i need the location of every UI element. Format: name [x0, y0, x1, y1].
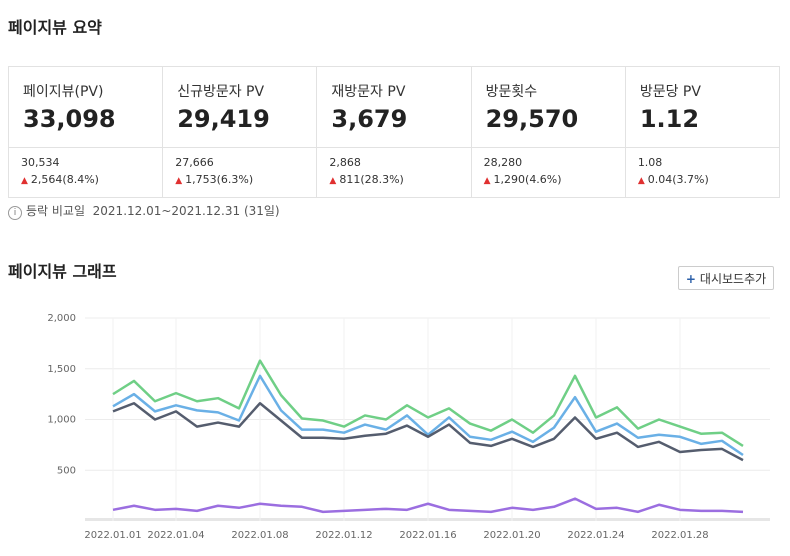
summary-card: 재방문자 PV 3,679 2,868 ▲ 811(28.3%)	[317, 67, 472, 197]
card-change: 0.04(3.7%)	[647, 173, 709, 186]
card-value: 33,098	[23, 105, 116, 133]
card-previous: 27,666	[175, 156, 214, 169]
card-value: 29,570	[485, 105, 579, 133]
button-label: 대시보드추가	[699, 272, 767, 286]
y-tick-label: 1,000	[47, 415, 76, 426]
up-arrow: ▲	[21, 176, 28, 186]
section-title: 페이지뷰 그래프	[8, 262, 117, 281]
series-line	[112, 359, 744, 447]
card-top: 신규방문자 PV 29,419	[163, 67, 317, 148]
card-top: 재방문자 PV 3,679	[317, 67, 471, 148]
card-top: 페이지뷰(PV) 33,098	[9, 67, 163, 148]
summary-card: 방문횟수 29,570 28,280 ▲ 1,290(4.6%)	[471, 67, 626, 197]
x-tick-label: 2022.01.01	[84, 530, 141, 541]
card-change-row: ▲ 2,564(8.4%)	[21, 171, 162, 190]
card-previous: 1.08	[637, 156, 663, 169]
x-tick-label: 2022.01.08	[231, 530, 288, 541]
card-label: 재방문자 PV	[331, 84, 406, 100]
up-arrow: ▲	[329, 176, 337, 186]
x-tick-label: 2022.01.28	[651, 530, 708, 541]
x-tick-label: 2022.01.12	[315, 530, 372, 541]
card-value: 29,419	[177, 105, 270, 133]
card-previous: 30,534	[21, 156, 60, 169]
card-top: 방문당 PV 1.12	[625, 67, 780, 148]
note: i 등락 비교일 2021.12.01~2021.12.31 (31일)	[8, 202, 280, 220]
y-tick-label: 500	[57, 465, 76, 476]
card-label: 방문횟수	[485, 84, 538, 100]
card-bottom: 1.08 ▲ 0.04(3.7%)	[626, 148, 779, 190]
card-change-row: ▲ 1,290(4.6%)	[484, 171, 625, 190]
add-dashboard-button[interactable]: + 대시보드추가	[678, 266, 774, 290]
x-tick-label: 2022.01.24	[567, 530, 624, 541]
card-change: 2,564(8.4%)	[30, 173, 99, 186]
up-arrow: ▲	[483, 176, 491, 186]
series-line	[112, 374, 744, 457]
card-label: 방문당 PV	[639, 84, 701, 100]
note-label: 등락 비교일	[26, 204, 86, 218]
y-tick-label: 1,500	[47, 364, 76, 375]
card-previous: 28,280	[483, 156, 523, 169]
page-title: 페이지뷰 요약	[8, 18, 102, 37]
x-tick-label: 2022.01.04	[147, 530, 204, 541]
note-period: 2021.12.01~2021.12.31 (31일)	[92, 204, 280, 218]
chart: 500 1,000 1,500 2,000 2022.01.01 2022.01.04 20…	[47, 313, 770, 541]
card-change-row: ▲ 0.04(3.7%)	[638, 171, 779, 190]
card-value: 3,679	[331, 105, 408, 133]
summary-card: 방문당 PV 1.12 1.08 ▲ 0.04(3.7%)	[625, 67, 780, 197]
card-bottom: 27,666 ▲ 1,753(6.3%)	[163, 148, 316, 190]
series-line	[112, 497, 744, 514]
card-bottom: 30,534 ▲ 2,564(8.4%)	[9, 148, 162, 190]
card-change: 1,753(6.3%)	[185, 173, 254, 186]
summary-card: 페이지뷰(PV) 33,098 30,534 ▲ 2,564(8.4%)	[9, 67, 164, 197]
card-label: 페이지뷰(PV)	[23, 84, 104, 100]
up-arrow: ▲	[175, 176, 183, 186]
card-change-row: ▲ 811(28.3%)	[329, 171, 470, 190]
card-change: 1,290(4.6%)	[493, 173, 562, 186]
x-tick-label: 2022.01.20	[483, 530, 540, 541]
card-bottom: 2,868 ▲ 811(28.3%)	[317, 148, 470, 190]
card-top: 방문횟수 29,570	[471, 67, 625, 148]
card-change: 811(28.3%)	[339, 173, 404, 186]
summary-card: 신규방문자 PV 29,419 27,666 ▲ 1,753(6.3%)	[163, 67, 318, 197]
card-label: 신규방문자 PV	[177, 84, 265, 100]
x-tick-label: 2022.01.16	[399, 530, 456, 541]
card-change-row: ▲ 1,753(6.3%)	[175, 171, 316, 190]
up-arrow: ▲	[637, 176, 645, 186]
card-previous: 2,868	[329, 156, 361, 169]
card-value: 1.12	[639, 105, 700, 133]
series-line	[112, 402, 744, 462]
summary-cards: 페이지뷰(PV) 33,098 30,534 ▲ 2,564(8.4%) 신규방문자 PV…	[8, 66, 780, 198]
card-bottom: 28,280 ▲ 1,290(4.6%)	[472, 148, 625, 190]
y-tick-label: 2,000	[47, 313, 76, 324]
